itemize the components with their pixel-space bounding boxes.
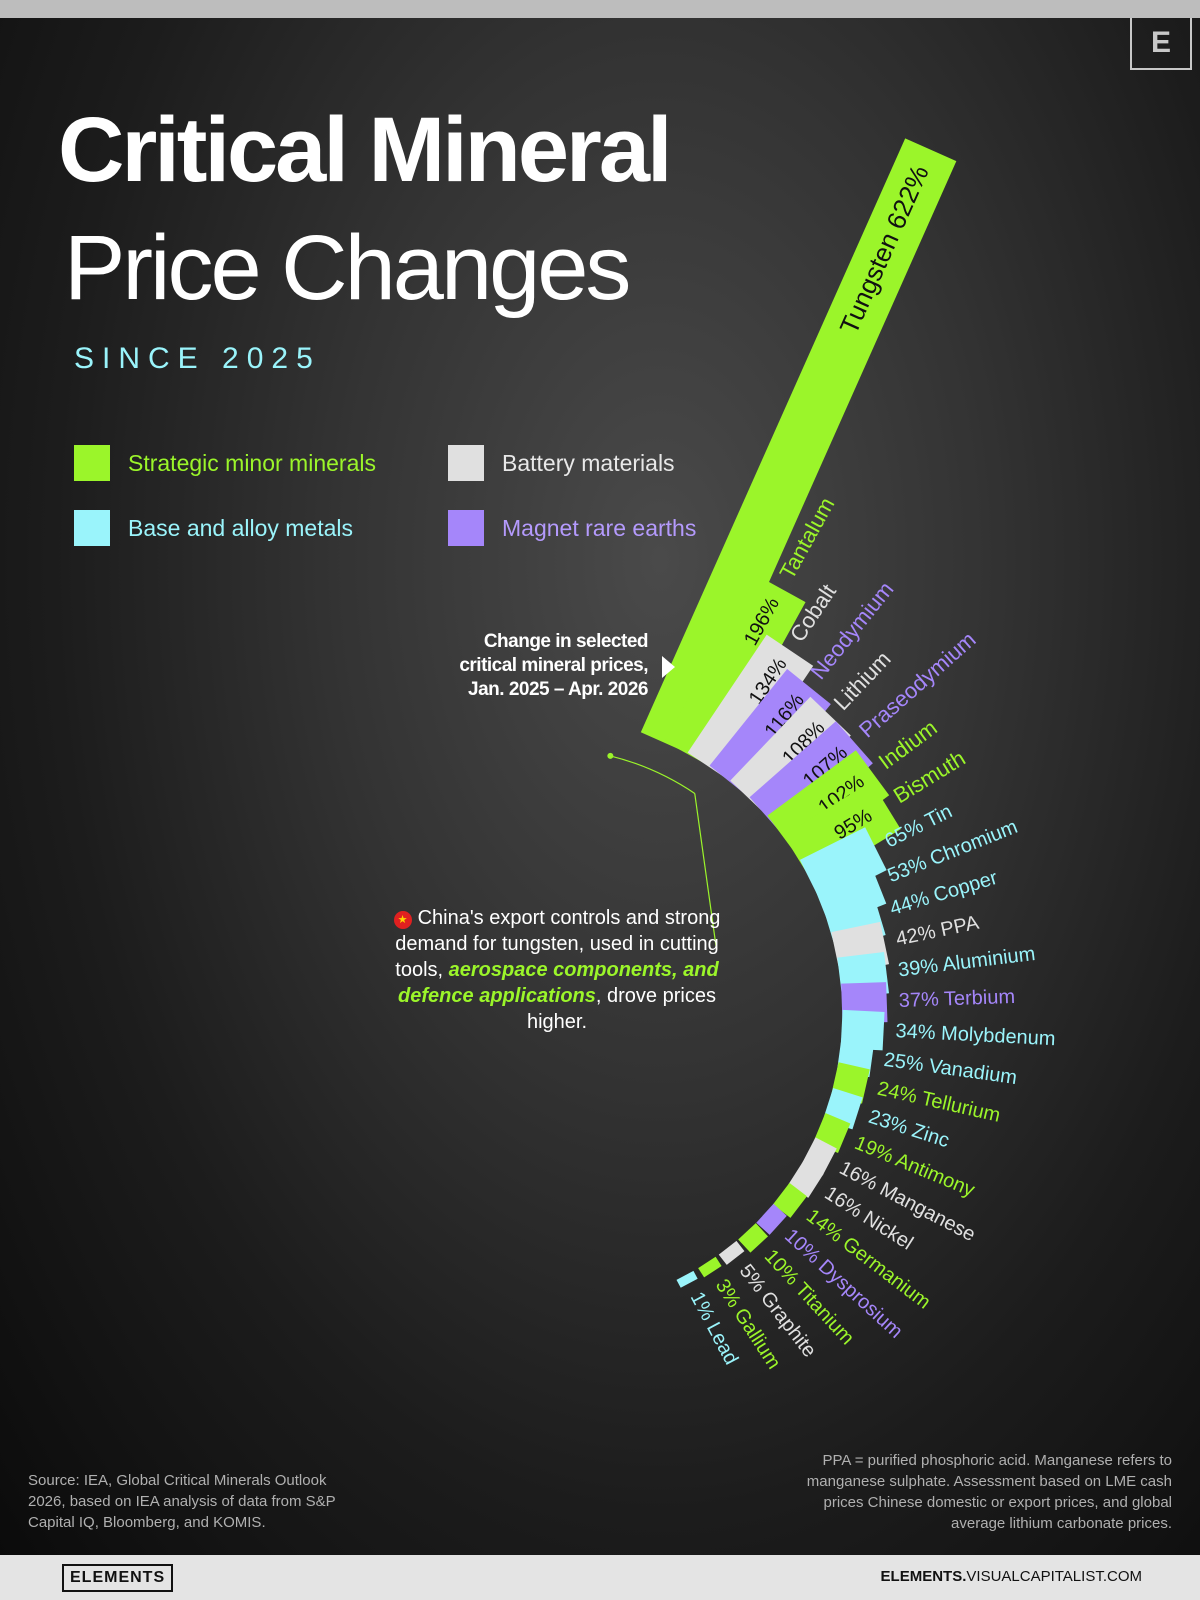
subtitle: SINCE 2025 <box>74 342 321 375</box>
annotation-text1: China's export controls and strong deman… <box>395 907 721 981</box>
footer-url: ELEMENTS.VISUALCAPITALIST.COM <box>881 1568 1142 1585</box>
legend-label: Battery materials <box>502 449 675 476</box>
annotation-pointer-line <box>694 793 717 947</box>
bar-tungsten <box>640 138 957 755</box>
legend-item-base: Base and alloy metals <box>74 510 353 546</box>
callout-line2: critical mineral prices, <box>459 655 648 676</box>
bar-label-terbium: 37% Terbium <box>898 986 1015 1012</box>
bar-cobalt <box>687 634 814 784</box>
bar-dysprosium <box>756 1203 787 1235</box>
top-strip <box>0 0 1200 18</box>
legend-swatch <box>448 510 484 546</box>
source-note: Source: IEA, Global Critical Minerals Ou… <box>28 1472 336 1531</box>
china-flag-icon: ★ <box>393 911 412 929</box>
bar-tantalum <box>664 575 806 769</box>
bar-group-molybdenum: 34% Molybdenum <box>840 1009 1056 1051</box>
footer-url-rest: VISUALCAPITALIST.COM <box>966 1568 1142 1585</box>
legend-label: Base and alloy metals <box>128 514 354 541</box>
bar-nickel <box>788 1160 824 1198</box>
legend-item-strategic: Strategic minor minerals <box>74 445 376 481</box>
footer: ELEMENTS ELEMENTS.VISUALCAPITALIST.COM <box>0 1555 1200 1600</box>
bar-label-aluminium: 39% Aluminium <box>897 943 1036 981</box>
legend-label: Strategic minor minerals <box>128 449 376 476</box>
bar-gallium <box>698 1256 722 1278</box>
annotation-text2: , drove prices higher. <box>526 985 716 1033</box>
footer-url-bold: ELEMENTS. <box>880 1568 967 1585</box>
corner-logo: E <box>1130 18 1192 70</box>
legend-label: Magnet rare earths <box>502 514 697 541</box>
callout-arrow-icon <box>662 656 675 678</box>
annotation-dot <box>607 752 614 759</box>
legend-item-battery: Battery materials <box>448 445 675 481</box>
bar-neodymium <box>709 669 831 801</box>
bar-lead <box>676 1270 698 1288</box>
chart-callout: Change in selected critical mineral pric… <box>459 630 648 702</box>
callout-line1: Change in selected <box>483 631 649 652</box>
bar-titanium <box>738 1223 769 1253</box>
bar-label-molybdenum: 34% Molybdenum <box>895 1020 1056 1050</box>
callout-line3: Jan. 2025 – Apr. 2026 <box>468 679 648 700</box>
annotation-emphasis: aerospace components, and defence applic… <box>398 959 719 1007</box>
legend-item-magnet: Magnet rare earths <box>448 510 696 546</box>
footer-brand: ELEMENTS <box>62 1564 174 1592</box>
annotation-connector-line <box>610 755 696 794</box>
bar-label-ppa: 42% PPA <box>894 912 981 951</box>
bar-germanium <box>772 1182 807 1218</box>
legend-swatch <box>448 445 484 481</box>
bar-graphite <box>718 1240 745 1265</box>
legend-swatch <box>74 445 110 481</box>
footnote: PPA = purified phosphoric acid. Manganes… <box>806 1452 1172 1532</box>
title-line1: Critical Mineral <box>58 99 673 201</box>
legend-swatch <box>74 510 110 546</box>
tungsten-annotation: ★ China's export controls and strong dema… <box>372 905 742 1035</box>
title-line2: Price Changes <box>64 217 631 319</box>
